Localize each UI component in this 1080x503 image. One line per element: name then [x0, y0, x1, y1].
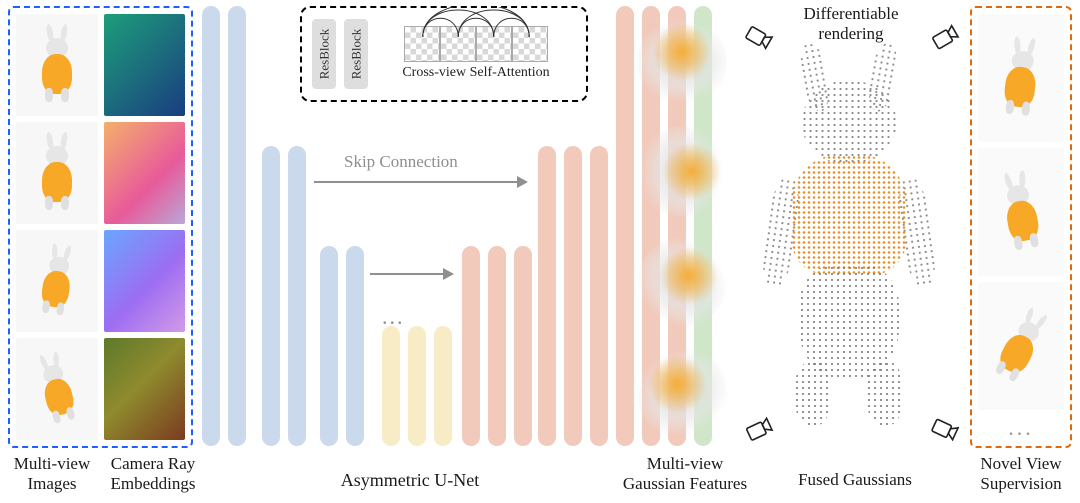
gaussian-feature: [632, 340, 732, 447]
camera-ray-embeddings-column: [104, 14, 186, 440]
unet-bar: [262, 146, 280, 446]
novel-view-image: [978, 282, 1064, 410]
unet-bar: [538, 146, 556, 446]
attention-tile: [441, 27, 475, 61]
unet-block-detail: ResBlock ResBlock Cross-view Self-Attent…: [300, 6, 588, 102]
gaussian-feature: [632, 229, 732, 336]
unet-bar: [346, 246, 364, 446]
asymmetric-unet-label: Asymmetric U-Net: [300, 470, 520, 491]
camera-ray-embedding: [104, 14, 186, 116]
fused-bunny-icon: [764, 50, 934, 430]
novel-view-image: [978, 14, 1064, 142]
multi-view-image: [16, 230, 98, 332]
camera-ray-embedding: [104, 338, 186, 440]
unet-bar: [462, 246, 480, 446]
unet-bar: [228, 6, 246, 446]
unet-bar: [320, 246, 338, 446]
camera-ray-embedding: [104, 230, 186, 332]
attention-tile: [513, 27, 547, 61]
fused-gaussians: [744, 34, 954, 446]
gaussian-features-column: [632, 6, 732, 448]
multi-view-image: [16, 338, 98, 440]
unet-bar: [514, 246, 532, 446]
camera-ray-embeddings-label: Camera RayEmbeddings: [98, 454, 208, 493]
cross-view-attention: Cross-view Self-Attention: [376, 27, 576, 81]
novel-view-image: [978, 148, 1064, 276]
unet-bar: [590, 146, 608, 446]
multi-view-images-column: [16, 14, 98, 440]
bunny-icon: [35, 26, 79, 104]
bunny-icon: [995, 37, 1047, 119]
skip-connection-arrow: Skip Connection: [314, 176, 528, 188]
novel-view-supervision-label: Novel ViewSupervision: [966, 454, 1076, 493]
unet-bar: [382, 326, 400, 446]
attention-tile: [405, 27, 439, 61]
bunny-icon: [35, 134, 79, 212]
skip-connection-arrow: [370, 268, 454, 280]
multi-view-image: [16, 14, 98, 116]
gaussian-feature: [632, 8, 732, 115]
unet-bar: [288, 146, 306, 446]
skip-connection-label: Skip Connection: [344, 152, 458, 172]
fused-gaussians-label: Fused Gaussians: [780, 470, 930, 490]
bunny-icon: [993, 170, 1050, 254]
gaussian-features-label: Multi-viewGaussian Features: [610, 454, 760, 493]
input-panel: [8, 6, 193, 448]
multi-view-image: [16, 122, 98, 224]
unet-bar: [202, 6, 220, 446]
attention-tile: [477, 27, 511, 61]
bunny-icon: [29, 350, 84, 428]
unet-bar: [408, 326, 426, 446]
ellipsis: ...: [978, 416, 1064, 440]
camera-ray-embedding: [104, 122, 186, 224]
multi-view-images-label: Multi-viewImages: [2, 454, 102, 493]
resblock: ResBlock: [312, 19, 336, 89]
unet-bar: [564, 146, 582, 446]
ellipsis: ...: [382, 304, 405, 330]
unet-bar: [488, 246, 506, 446]
bunny-icon: [985, 303, 1057, 388]
novel-view-panel: ...: [970, 6, 1072, 448]
resblock: ResBlock: [344, 19, 368, 89]
gaussian-feature: [632, 119, 732, 226]
unet-bar: [434, 326, 452, 446]
differentiable-rendering-label: Differentiablerendering: [786, 4, 916, 43]
attention-label: Cross-view Self-Attention: [402, 65, 549, 81]
bunny-icon: [32, 243, 81, 318]
attention-tiles: [405, 27, 547, 61]
